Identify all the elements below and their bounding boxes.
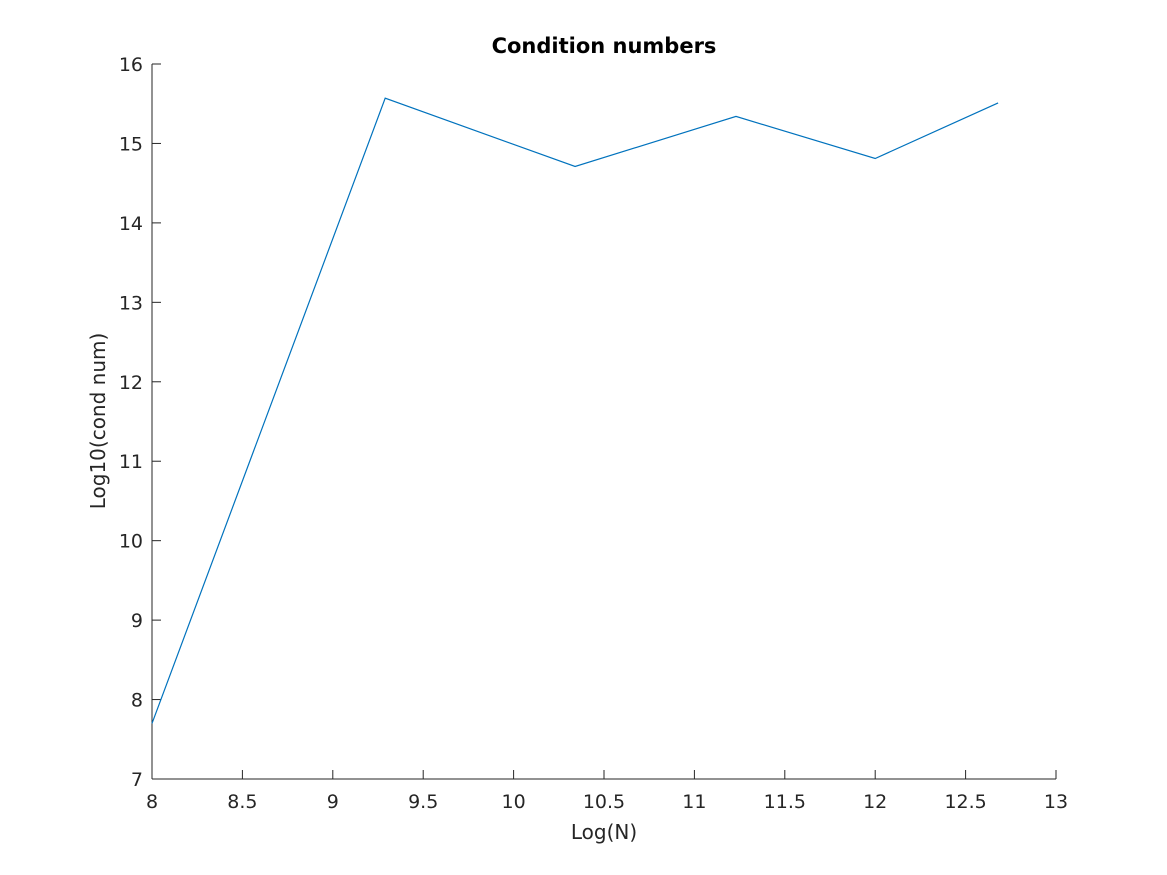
- x-tick-label: 8: [146, 791, 158, 813]
- x-axis: 8 8.5 9 9.5 10 10.5 11 11.5 12 12.5 13: [146, 770, 1068, 813]
- x-tick-label: 10.5: [583, 791, 625, 813]
- y-tick-label: 13: [119, 292, 143, 314]
- x-tick-label: 11: [682, 791, 706, 813]
- x-tick-label: 13: [1044, 791, 1068, 813]
- y-tick-label: 9: [131, 610, 143, 632]
- y-tick-label: 12: [119, 372, 143, 394]
- y-tick-label: 8: [131, 690, 143, 712]
- y-tick-label: 10: [119, 531, 143, 553]
- x-tick-label: 9.5: [408, 791, 438, 813]
- x-tick-label: 12: [863, 791, 887, 813]
- y-axis: 7 8 9 10 11 12 13 14 15 16: [119, 54, 161, 791]
- y-tick-label: 7: [131, 769, 143, 791]
- y-tick-label: 11: [119, 451, 143, 473]
- y-tick-label: 15: [119, 133, 143, 155]
- y-axis-label: Log10(cond num): [86, 333, 110, 510]
- x-tick-label: 9: [327, 791, 339, 813]
- chart-title: Condition numbers: [492, 34, 717, 58]
- x-tick-label: 12.5: [944, 791, 986, 813]
- y-tick-label: 14: [119, 213, 143, 235]
- x-axis-label: Log(N): [571, 820, 637, 844]
- y-tick-label: 16: [119, 54, 143, 76]
- x-tick-label: 8.5: [227, 791, 257, 813]
- x-tick-label: 10: [502, 791, 526, 813]
- x-tick-label: 11.5: [764, 791, 806, 813]
- series-layer: [151, 97, 999, 724]
- series-line-1: [151, 97, 999, 724]
